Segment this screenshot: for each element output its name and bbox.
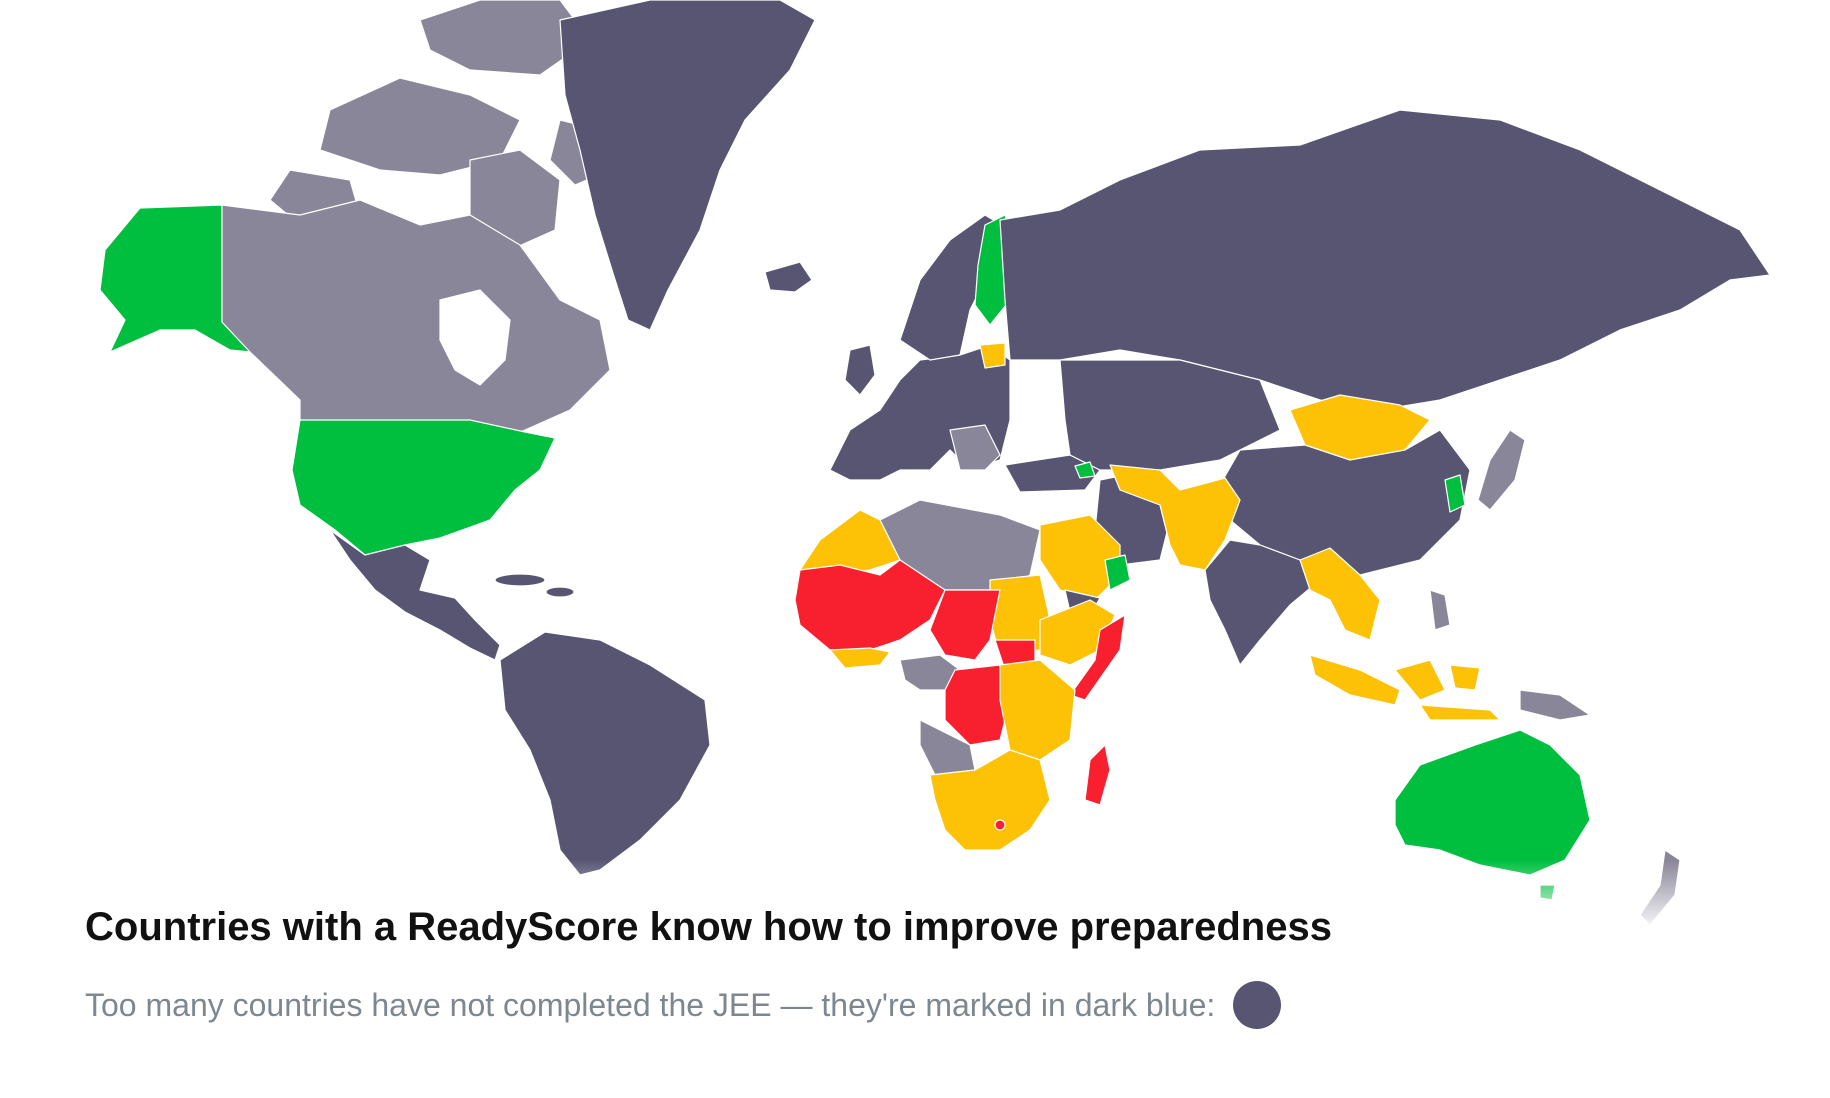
region-canada (221, 199, 611, 441)
region-hudson-bay (439, 289, 511, 386)
region-south-america (499, 631, 711, 876)
region-usa (291, 419, 556, 556)
region-madagascar (1084, 744, 1111, 806)
region-east-africa (999, 659, 1076, 761)
region-tasmania (1539, 884, 1556, 901)
region-philippines (1429, 589, 1451, 631)
region-somalia (1069, 614, 1126, 701)
region-turkey (1004, 454, 1101, 493)
region-pakistan (1109, 464, 1241, 571)
caption-title: Countries with a ReadyScore know how to … (85, 905, 1332, 949)
region-southern-africa (929, 749, 1051, 851)
region-caucasus (1074, 461, 1096, 479)
region-iceland (764, 261, 813, 293)
region-central-asia (1059, 359, 1281, 471)
region-chad-car (929, 589, 1001, 661)
region-greenland (559, 0, 816, 331)
region-oman (1104, 554, 1131, 591)
region-lesotho (994, 819, 1006, 831)
region-balkans (949, 424, 1001, 471)
region-russia (999, 109, 1771, 411)
region-guinea-coast (829, 647, 891, 669)
region-caribbean (494, 573, 575, 598)
caption-subtitle: Too many countries have not completed th… (85, 986, 1216, 1023)
region-southeast-asia (1299, 547, 1381, 641)
map-caption: Countries with a ReadyScore know how to … (85, 903, 1765, 1029)
region-japan (1477, 429, 1526, 511)
region-arabia (1039, 514, 1121, 601)
region-australia (1394, 729, 1591, 876)
region-mexico-central-america (329, 529, 501, 661)
region-west-africa (794, 559, 946, 651)
region-china (1219, 429, 1471, 576)
caption-subtitle-row: Too many countries have not completed th… (85, 981, 1765, 1029)
region-korea (1444, 474, 1466, 513)
region-uk (844, 344, 876, 396)
legend-dark-blue-dot (1233, 981, 1282, 1029)
region-baltics (979, 342, 1006, 369)
region-png (1519, 689, 1591, 721)
region-indonesia (1309, 654, 1501, 721)
region-india (1204, 539, 1321, 666)
